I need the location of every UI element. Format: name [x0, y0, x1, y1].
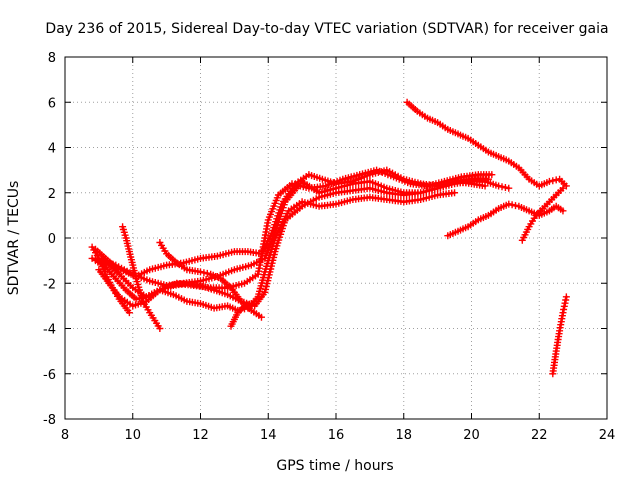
- data-point-marker: [501, 184, 509, 191]
- data-point-marker: [562, 293, 570, 301]
- data-point-marker: [549, 177, 557, 185]
- data-point-marker: [244, 301, 252, 309]
- x-tick-label: 14: [260, 428, 277, 443]
- x-tick-label: 8: [61, 428, 69, 443]
- series-track-h: [88, 243, 133, 317]
- data-point-marker: [203, 269, 211, 277]
- y-tick-label: 2: [48, 187, 56, 202]
- series-track-m: [549, 293, 570, 378]
- y-tick-label: -8: [43, 413, 56, 428]
- data-point-marker: [498, 183, 506, 191]
- y-tick-label: 4: [48, 142, 56, 157]
- series-track-i: [227, 300, 255, 330]
- data-point-marker: [559, 184, 567, 192]
- x-tick-label: 20: [463, 428, 480, 443]
- x-tick-label: 16: [328, 428, 345, 443]
- x-tick-label: 24: [599, 428, 616, 443]
- y-tick-label: 0: [48, 232, 56, 247]
- x-axis-title: GPS time / hours: [276, 458, 393, 474]
- y-tick-label: -6: [43, 368, 56, 383]
- data-point-marker: [125, 309, 133, 317]
- data-point-marker: [505, 184, 513, 192]
- series-track-g: [156, 239, 265, 321]
- x-tick-label: 12: [192, 428, 209, 443]
- data-series: [88, 98, 570, 378]
- y-tick-label: -2: [43, 277, 56, 292]
- data-point-marker: [488, 171, 496, 179]
- data-point-marker: [247, 300, 255, 308]
- data-point-marker: [559, 207, 567, 215]
- series-track-j: [403, 98, 570, 190]
- data-point-marker: [197, 268, 204, 276]
- y-tick-label: -4: [43, 323, 56, 338]
- data-point-marker: [451, 189, 459, 197]
- series-track-f: [119, 223, 164, 332]
- x-tick-label: 18: [395, 428, 412, 443]
- chart-title: Day 236 of 2015, Sidereal Day-to-day VTE…: [45, 21, 608, 37]
- data-point-marker: [156, 325, 164, 332]
- x-tick-label: 22: [531, 428, 548, 443]
- x-tick-label: 10: [124, 428, 141, 443]
- series-track-k: [444, 200, 567, 240]
- data-point-marker: [257, 313, 265, 321]
- data-point-marker: [508, 201, 516, 209]
- y-tick-label: 8: [48, 51, 56, 66]
- series-track-l: [518, 184, 567, 244]
- series-track-e: [95, 166, 496, 301]
- y-tick-label: 6: [48, 96, 56, 111]
- data-point-marker: [132, 295, 140, 303]
- data-point-marker: [241, 302, 248, 310]
- y-axis-title: SDTVAR / TECUs: [6, 181, 22, 296]
